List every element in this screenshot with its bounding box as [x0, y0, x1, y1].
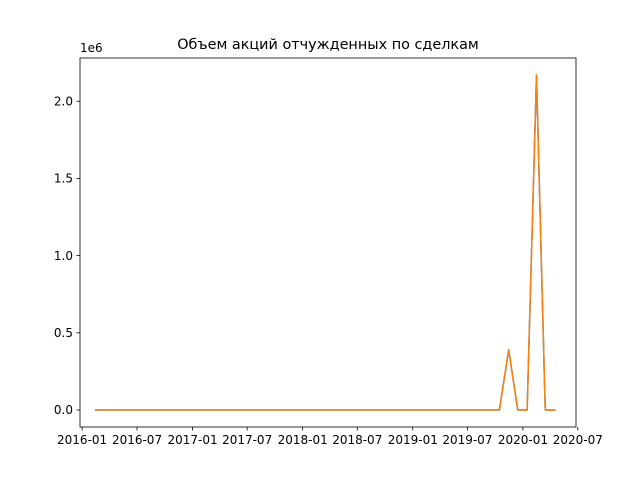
chart-title: Объем акций отчужденных по сделкам: [177, 37, 479, 53]
y-tick-label: 0.0: [54, 403, 73, 417]
y-scale-label: 1e6: [80, 41, 103, 55]
x-tick-label: 2018-07: [332, 433, 382, 447]
plot-area: 2016-01 2016-07 2017-01 2017-07 2018-01 2018-…: [54, 57, 603, 447]
x-tick-label: 2019-07: [442, 433, 492, 447]
x-tick-label: 2020-01: [498, 433, 548, 447]
x-tick-label: 2017-07: [222, 433, 272, 447]
x-tick-label: 2020-07: [553, 433, 603, 447]
y-tick-label: 2.0: [54, 94, 73, 108]
x-tick-label: 2017-01: [167, 433, 217, 447]
axes-frame: [79, 57, 577, 428]
x-tick-label: 2018-01: [278, 433, 328, 447]
series-line-1: [94, 74, 556, 411]
x-tick-label: 2016-01: [57, 433, 107, 447]
y-tick-label: 1.5: [54, 172, 73, 186]
x-tick-label: 2016-07: [112, 433, 162, 447]
y-tick-label: 1.0: [54, 249, 73, 263]
x-tick-label: 2019-01: [388, 433, 438, 447]
y-tick-label: 0.5: [54, 326, 73, 340]
